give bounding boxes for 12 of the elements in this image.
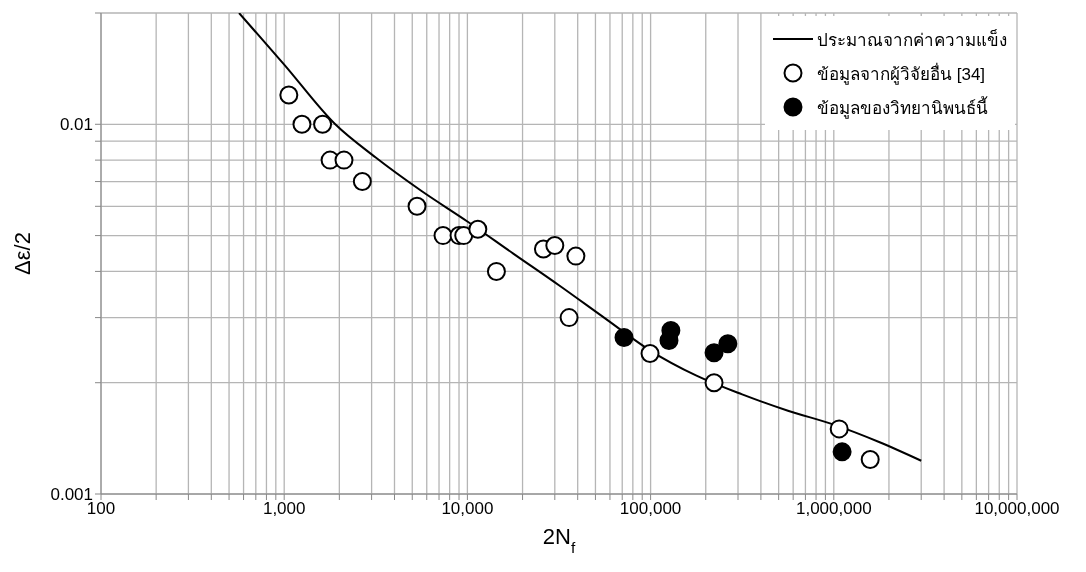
x-tick-label: 1,000 xyxy=(262,499,306,519)
y-axis-title: Δε/2 xyxy=(10,232,35,275)
x-axis-title: 2N$_{f}$ xyxy=(542,524,576,556)
x-tick-label: 10,000 xyxy=(441,499,494,519)
legend-label: ประมาณจากค่าความแข็ง xyxy=(817,28,1007,52)
x-tick-label: 1,000,000 xyxy=(795,499,872,519)
x-tick-label: 100 xyxy=(86,499,116,519)
x-tick-label: 100,000 xyxy=(619,499,682,519)
legend-label: ข้อมูลจากผู้วิจัยอื่น [34] xyxy=(817,61,986,87)
x-tick-label: 10,000,000 xyxy=(974,499,1060,519)
legend-label: ข้อมูลของวิทยานิพนธ์นี้ xyxy=(817,95,988,121)
y-tick-label: 0.01 xyxy=(59,115,93,135)
